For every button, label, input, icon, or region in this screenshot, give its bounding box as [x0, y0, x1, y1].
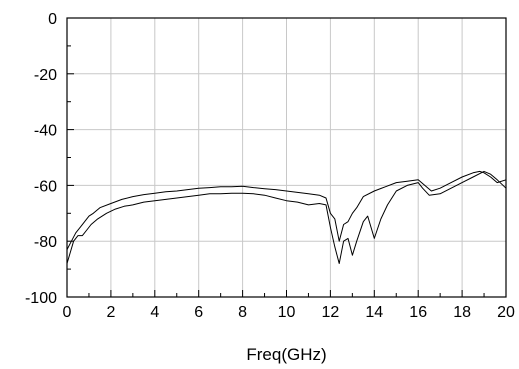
series-layer	[66, 170, 507, 264]
axis-ticks	[66, 17, 507, 298]
y-tick-label: -100	[25, 290, 57, 307]
series-line-2	[66, 170, 507, 264]
x-tick-label: 10	[278, 304, 296, 321]
x-tick-label: 6	[194, 304, 203, 321]
y-tick-label: -60	[34, 178, 57, 195]
x-tick-label: 0	[63, 304, 72, 321]
x-tick-label: 8	[238, 304, 247, 321]
x-tick-label: 20	[497, 304, 515, 321]
grid	[66, 17, 507, 298]
x-tick-labels: 0 2 4 6 8 10 12 14 16 18 20	[63, 304, 515, 321]
x-axis-label: Freq(GHz)	[246, 345, 326, 364]
x-tick-label: 12	[322, 304, 340, 321]
x-tick-label: 4	[150, 304, 159, 321]
x-tick-label: 16	[409, 304, 427, 321]
x-tick-label: 2	[106, 304, 115, 321]
x-tick-label: 18	[453, 304, 471, 321]
y-tick-label: -20	[34, 67, 57, 84]
y-tick-label: -80	[34, 234, 57, 251]
y-tick-label: -40	[34, 123, 57, 140]
x-tick-label: 14	[365, 304, 383, 321]
y-tick-label: 0	[48, 11, 57, 28]
series-line-1	[66, 170, 507, 250]
y-tick-labels: 0 -20 -40 -60 -80 -100	[25, 11, 57, 307]
